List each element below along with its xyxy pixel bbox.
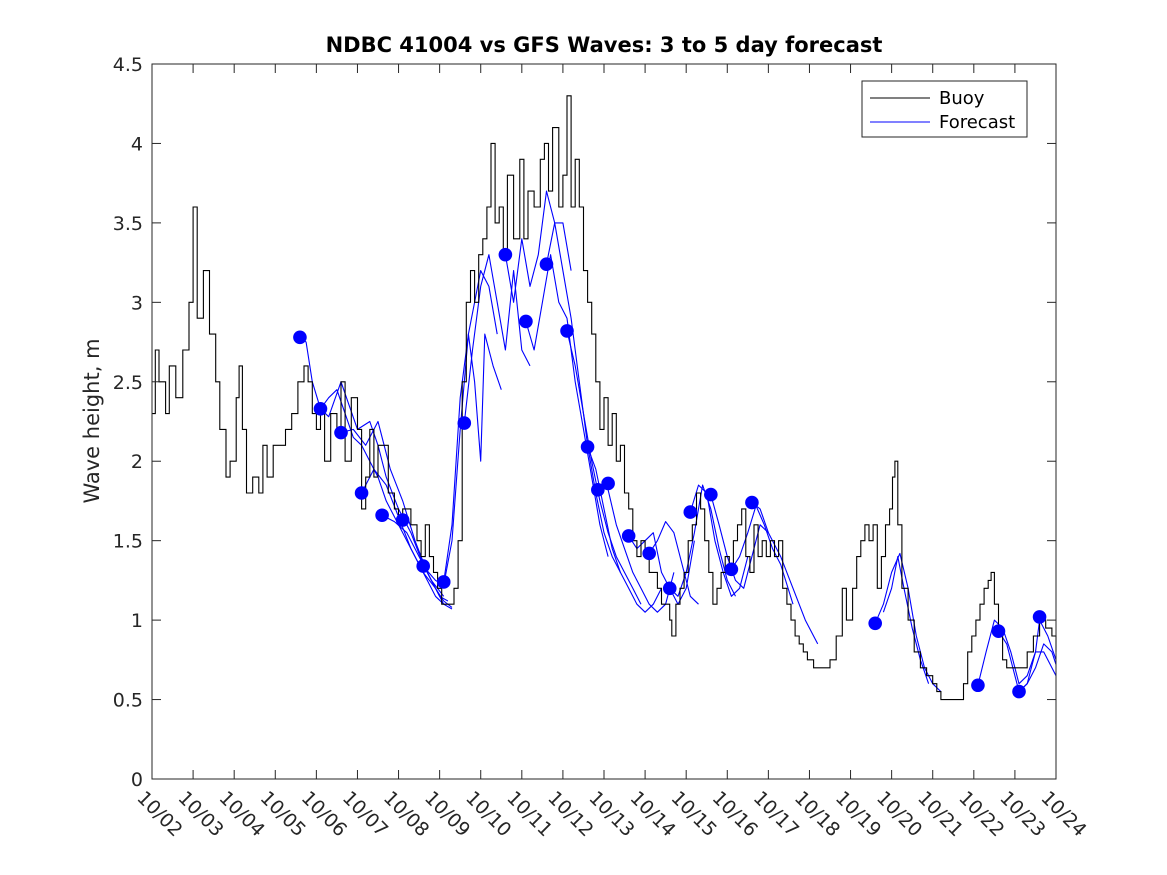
forecast-start-point [662,581,677,596]
forecast-series-line [340,420,449,602]
legend-buoy-label: Buoy [939,88,985,109]
forecast-start-point [354,486,369,500]
forecast-start-point [560,324,574,338]
legend: Buoy Forecast [861,80,1028,138]
y-tick-label: 1 [131,610,143,632]
forecast-series-line [381,514,445,597]
forecast-series-line [628,532,695,605]
forecast-start-point [498,247,513,262]
y-axis: 0 0.5 1 1.5 2 2.5 3 3.5 4 4.5 [113,54,1056,791]
legend-box [861,80,1028,138]
forecast-start-point [1012,684,1026,699]
forecast-start-point [375,508,389,523]
forecast-series-line [607,489,675,613]
y-tick-label: 4.5 [113,54,143,76]
forecast-start-point [745,495,759,510]
chart-title: NDBC 41004 vs GFS Waves: 3 to 5 day fore… [326,33,883,57]
forecast-start-point [436,575,451,589]
forecast-series-line [751,502,819,645]
forecast-start-point [457,416,472,430]
y-tick-label: 3.5 [113,213,143,235]
forecast-start-point [313,401,328,416]
forecast-start-point [416,559,431,573]
series-layer [152,95,1057,701]
forecast-start-point [293,330,307,345]
forecast-start-point [580,440,595,454]
forecast-series-line [566,330,642,605]
y-tick-label: 2.5 [113,372,143,394]
forecast-start-point [1032,610,1047,624]
forecast-series-line [504,190,572,303]
forecast-series-line [443,333,502,583]
forecast-series-line [689,484,749,597]
y-tick-label: 3 [131,292,143,314]
forecast-start-point [642,546,656,561]
y-axis-label: Wave height, m [80,338,104,503]
forecast-series-line [361,468,445,605]
forecast-start-point [334,425,348,440]
forecast-start-point [991,624,1006,639]
forecast-start-point [683,505,698,519]
y-tick-label: 2 [131,451,143,473]
forecast-series-line [648,521,699,605]
forecast-start-point [601,476,615,491]
forecast-series-line [463,254,531,424]
forecast-series-line [730,505,794,605]
forecast-start-point [519,314,533,329]
forecast-start-point [868,616,882,631]
y-tick-label: 0.5 [113,690,143,712]
forecast-start-point [395,513,410,527]
forecast-start-point [971,678,985,693]
legend-forecast-label: Forecast [939,112,1015,133]
forecast-start-point [591,483,605,497]
forecast-start-point [724,562,739,577]
forecast-start-point [539,257,554,272]
forecast-series-line [977,619,1057,686]
forecast-start-point [704,487,718,502]
forecast-series-line [1018,643,1057,692]
y-tick-label: 4 [131,133,143,155]
forecast-series-line [710,494,769,589]
y-tick-label: 1.5 [113,531,143,553]
y-tick-label: 0 [131,769,143,791]
forecast-start-point [621,529,636,543]
